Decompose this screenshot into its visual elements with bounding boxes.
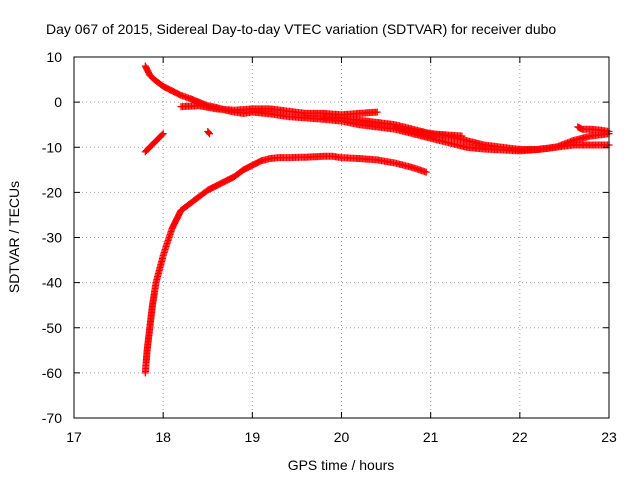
x-tick-label: 18 [155,429,171,445]
data-point [422,168,430,176]
series-track-d [391,123,466,140]
series-track-f [141,130,167,156]
series-track-h [141,152,430,377]
data-point [159,130,167,138]
y-tick-label: -70 [42,410,62,426]
x-tick-label: 19 [245,429,261,445]
y-tick-label: -50 [42,320,62,336]
y-tick-label: -60 [42,365,62,381]
data-layer [141,62,613,377]
y-tick-label: 0 [54,94,62,110]
data-point [158,131,166,139]
series-track-b [177,102,381,119]
grid-layer [74,57,609,418]
y-tick-label: -10 [42,139,62,155]
data-point [205,129,213,137]
x-tick-label: 20 [334,429,350,445]
x-axis-label: GPS time / hours [288,457,395,473]
series-track-e [574,123,613,135]
data-point [458,132,466,140]
x-tick-label: 21 [423,429,439,445]
y-tick-label: 10 [46,49,62,65]
chart-title: Day 067 of 2015, Sidereal Day-to-day VTE… [46,21,556,37]
x-tick-label: 22 [512,429,528,445]
x-tick-label: 17 [66,429,82,445]
data-point [373,108,381,116]
tick-label-layer: 17 18 19 20 21 22 23 10 0 -10 -20 -30 -40 -50 -60 -70 [42,49,617,445]
series-track-g [204,128,213,138]
y-tick-label: -20 [42,184,62,200]
y-axis-label: SDTVAR / TECUs [6,181,22,293]
x-tick-label: 23 [601,429,617,445]
y-tick-label: -30 [42,230,62,246]
y-tick-label: -40 [42,275,62,291]
tick-layer [73,56,610,419]
data-point [206,130,213,138]
